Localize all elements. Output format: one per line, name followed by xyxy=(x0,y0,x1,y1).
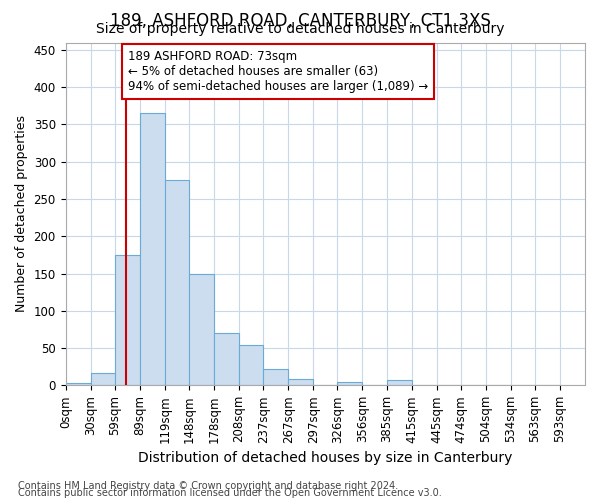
Bar xyxy=(288,378,313,386)
Text: 189, ASHFORD ROAD, CANTERBURY, CT1 3XS: 189, ASHFORD ROAD, CANTERBURY, CT1 3XS xyxy=(110,12,490,30)
Bar xyxy=(115,255,140,386)
Text: Size of property relative to detached houses in Canterbury: Size of property relative to detached ho… xyxy=(96,22,504,36)
Text: 189 ASHFORD ROAD: 73sqm
← 5% of detached houses are smaller (63)
94% of semi-det: 189 ASHFORD ROAD: 73sqm ← 5% of detached… xyxy=(128,50,428,93)
Bar xyxy=(189,274,214,386)
Bar xyxy=(263,369,288,386)
Bar xyxy=(140,114,165,386)
Bar xyxy=(165,180,189,386)
Bar xyxy=(214,333,239,386)
Bar xyxy=(337,382,362,386)
Bar xyxy=(65,383,91,386)
Y-axis label: Number of detached properties: Number of detached properties xyxy=(15,116,28,312)
Bar xyxy=(91,372,115,386)
Text: Contains HM Land Registry data © Crown copyright and database right 2024.: Contains HM Land Registry data © Crown c… xyxy=(18,481,398,491)
Bar xyxy=(386,380,412,386)
Bar xyxy=(239,345,263,386)
Text: Contains public sector information licensed under the Open Government Licence v3: Contains public sector information licen… xyxy=(18,488,442,498)
X-axis label: Distribution of detached houses by size in Canterbury: Distribution of detached houses by size … xyxy=(138,451,512,465)
